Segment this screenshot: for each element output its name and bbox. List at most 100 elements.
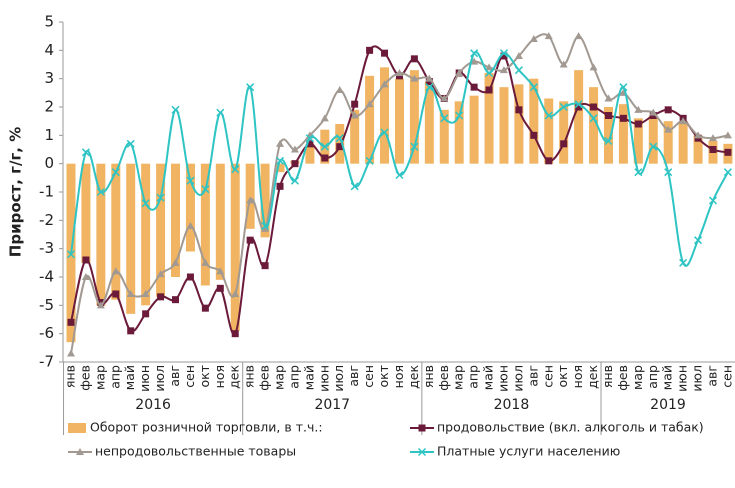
- point: [186, 273, 194, 281]
- x-tick-label: июл: [510, 365, 525, 392]
- x-tick-label: июл: [331, 365, 346, 392]
- point: [514, 66, 523, 75]
- year-label: 2019: [650, 397, 686, 413]
- point: [410, 142, 419, 151]
- y-tick-label: -1: [39, 183, 54, 201]
- x-tick-label: сен: [719, 365, 734, 388]
- point: [470, 83, 478, 91]
- point: [380, 128, 389, 137]
- x-tick-label: ноя: [391, 365, 406, 388]
- y-tick-label: 1: [44, 126, 54, 144]
- x-tick-label: мар: [451, 365, 466, 390]
- y-tick-label: -7: [39, 353, 54, 371]
- bar: [544, 98, 554, 164]
- x-tick-label: апр: [466, 365, 481, 389]
- point: [126, 290, 135, 297]
- x-tick-label: апр: [645, 365, 660, 389]
- point: [694, 236, 703, 245]
- bar: [380, 67, 390, 164]
- point: [708, 134, 717, 142]
- point: [634, 120, 642, 128]
- bar: [260, 163, 270, 238]
- bar: [589, 87, 599, 164]
- point: [679, 117, 688, 125]
- x-tick-label: май: [481, 365, 496, 390]
- line: [70, 33, 729, 354]
- bar: [126, 163, 136, 314]
- point: [395, 170, 404, 180]
- x-tick-label: июл: [152, 365, 167, 392]
- year-label: 2017: [314, 397, 350, 413]
- x-tick-label: дек: [227, 365, 242, 389]
- x-tick-label: апр: [286, 365, 301, 389]
- y-tick-label: 4: [44, 41, 54, 59]
- bar: [678, 121, 688, 164]
- legend-label: Оборот розничной торговли, в т.ч.:: [90, 420, 323, 435]
- point: [350, 182, 359, 191]
- point: [112, 290, 120, 298]
- legend-swatch: [68, 423, 86, 433]
- bar: [514, 84, 524, 164]
- bar: [663, 121, 673, 164]
- point: [171, 258, 180, 266]
- point: [216, 267, 225, 275]
- line: [70, 45, 729, 336]
- x-tick-label: авг: [704, 365, 719, 387]
- legend-marker: [418, 424, 426, 432]
- point: [619, 114, 627, 122]
- point: [216, 108, 225, 117]
- bar: [141, 163, 151, 306]
- point: [440, 94, 449, 102]
- legend-label: продовольствие (вкл. алкоголь и табак): [437, 420, 704, 435]
- point: [186, 222, 195, 229]
- point: [350, 111, 359, 119]
- y-tick-label: -6: [39, 324, 54, 342]
- point: [321, 154, 329, 162]
- x-tick-label: май: [122, 365, 137, 390]
- point: [67, 349, 75, 357]
- x-tick-label: май: [660, 365, 675, 390]
- point: [664, 125, 673, 133]
- point: [276, 182, 284, 190]
- point: [81, 273, 90, 280]
- point: [574, 100, 583, 109]
- point: [559, 102, 568, 112]
- y-tick-label: 0: [44, 154, 54, 172]
- point: [335, 134, 344, 143]
- point: [559, 60, 568, 68]
- x-tick-label: мар: [92, 365, 107, 390]
- x-tick-label: авг: [167, 365, 182, 387]
- point: [544, 32, 553, 40]
- point: [291, 160, 299, 168]
- point: [67, 318, 75, 326]
- point: [410, 74, 419, 82]
- bar: [200, 163, 210, 286]
- point: [216, 284, 224, 292]
- point: [649, 108, 658, 116]
- bar: [424, 81, 434, 164]
- point: [634, 105, 643, 113]
- bar: [185, 163, 195, 252]
- point: [499, 66, 508, 74]
- x-tick-label: июл: [690, 365, 705, 392]
- point: [589, 114, 598, 123]
- point: [246, 236, 254, 244]
- point: [111, 168, 120, 177]
- point: [82, 256, 90, 264]
- legend-marker: [417, 447, 427, 457]
- point: [470, 49, 479, 58]
- point: [575, 103, 583, 111]
- x-tick-label: мар: [272, 365, 287, 390]
- point: [351, 100, 359, 108]
- point: [261, 224, 270, 232]
- point: [589, 63, 598, 71]
- point: [470, 57, 479, 65]
- bar: [305, 143, 315, 164]
- x-tick-label: дек: [406, 365, 421, 389]
- point: [604, 136, 613, 146]
- point: [545, 157, 553, 165]
- bar: [215, 163, 225, 280]
- point: [127, 327, 135, 335]
- point: [141, 290, 150, 297]
- point: [335, 86, 344, 93]
